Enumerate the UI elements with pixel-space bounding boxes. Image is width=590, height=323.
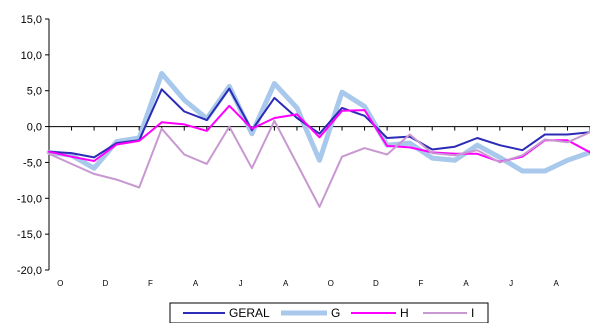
y-tick-label: 5,0 xyxy=(27,86,42,98)
y-tick-label: -15,0 xyxy=(17,229,42,241)
series-line-g xyxy=(46,71,590,174)
legend-label-h: H xyxy=(400,306,409,320)
x-tick-label: D xyxy=(102,279,108,288)
y-tick-label: -20,0 xyxy=(17,265,42,277)
y-tick-label: 0,0 xyxy=(27,122,42,134)
chart-legend: GERAL G H I xyxy=(169,302,489,323)
x-tick-label: J xyxy=(239,279,243,288)
legend-box xyxy=(169,302,489,323)
x-tick-label: O xyxy=(328,279,334,288)
legend-label-geral: GERAL xyxy=(229,306,270,320)
chart-series xyxy=(46,71,590,208)
chart-axes: 15,0 10,0 5,0 0,0 -5,0 -10,0 -15,0 -20,0 O D F A J A O… xyxy=(17,14,590,288)
x-tick-label: A xyxy=(193,279,199,288)
legend-label-i: I xyxy=(471,306,474,320)
series-line-geral xyxy=(48,87,590,159)
y-tick-label: -5,0 xyxy=(23,157,42,169)
series-line-i xyxy=(48,119,590,208)
x-tick-label: J xyxy=(509,279,513,288)
y-tick-label: -10,0 xyxy=(17,193,42,205)
x-tick-label: O xyxy=(57,279,63,288)
x-tick-label: A xyxy=(283,279,289,288)
y-tick-label: 10,0 xyxy=(21,50,42,62)
x-tick-label: D xyxy=(373,279,379,288)
legend-label-g: G xyxy=(331,306,340,320)
x-tick-label: F xyxy=(418,279,423,288)
x-tick-label: F xyxy=(148,279,153,288)
x-tick-label: A xyxy=(463,279,469,288)
y-tick-label: 15,0 xyxy=(21,14,42,26)
x-tick-label: A xyxy=(554,279,560,288)
